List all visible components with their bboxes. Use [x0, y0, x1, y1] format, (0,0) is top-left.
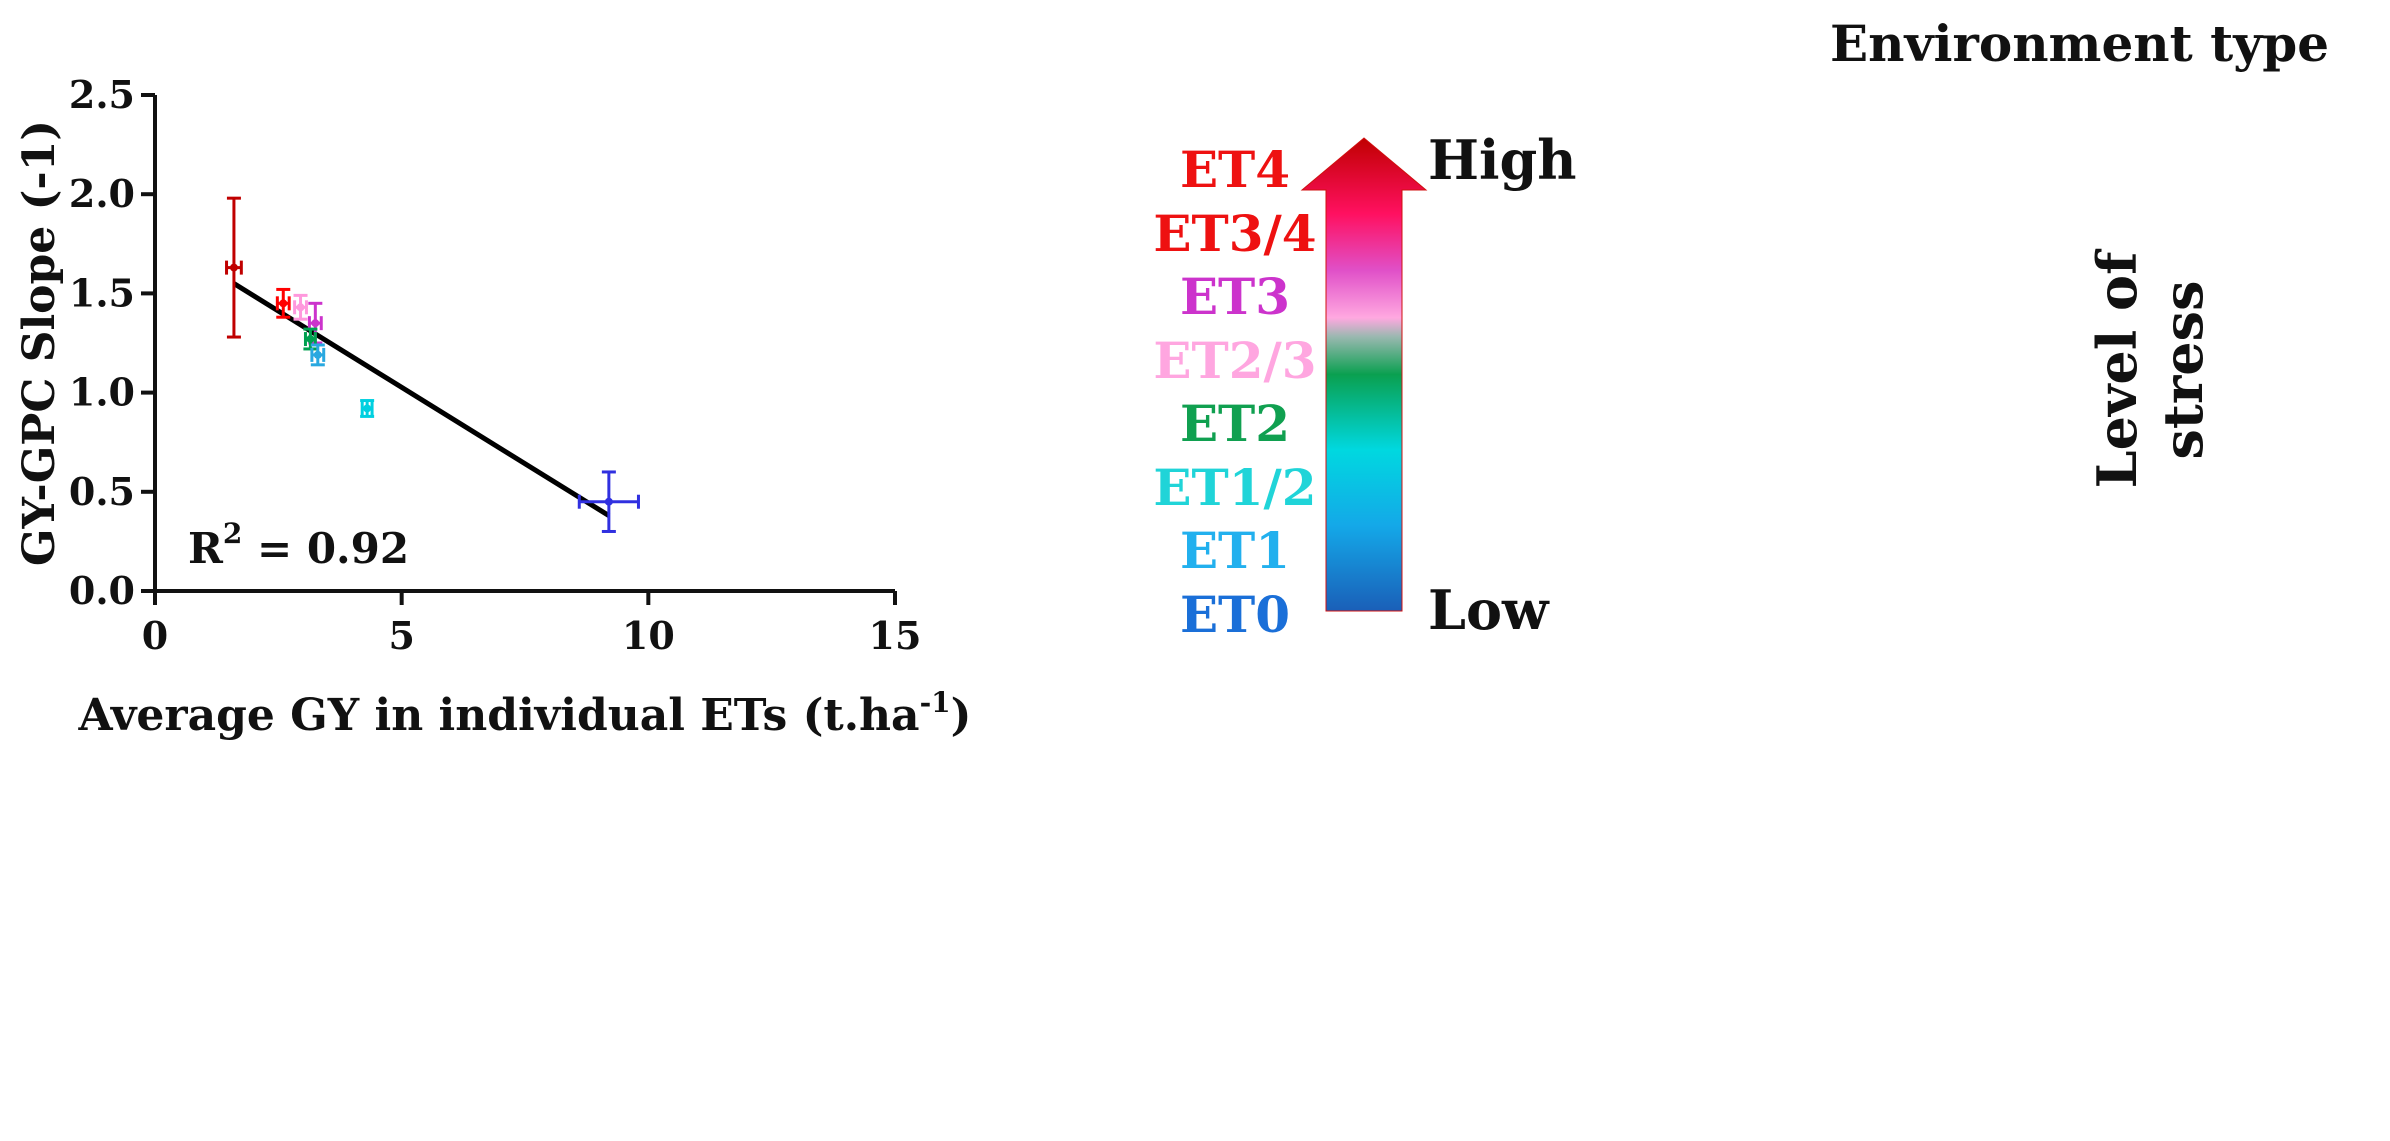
stress-low-label: Low [1428, 578, 1549, 642]
data-point [293, 293, 308, 321]
et-label: ET1 [1179, 521, 1291, 580]
axis-ticks: 0 5 10 15 0.0 0.5 1.0 1.5 2.0 2.5 [69, 72, 922, 658]
data-point [310, 343, 326, 367]
et-label: ET2/3 [1153, 330, 1317, 390]
et-label: ET3/4 [1153, 203, 1317, 263]
data-point [577, 470, 640, 533]
x-axis-label: Average GY in individual ETs (t.ha-1) [77, 686, 971, 741]
et-label: ET4 [1179, 140, 1291, 199]
data-points [225, 196, 640, 533]
data-point [360, 399, 375, 418]
x-tick-label: 5 [388, 613, 414, 658]
et-label: ET0 [1179, 584, 1291, 644]
y-tick-label: 2.5 [69, 72, 135, 117]
x-tick-label: 10 [622, 613, 675, 658]
stress-label-line2: stress [2151, 280, 2215, 460]
stress-label-line1: Level of [2085, 251, 2149, 489]
stress-gradient-arrow [1300, 137, 1428, 612]
et-label: ET3 [1179, 267, 1291, 326]
y-axis-label: GY-GPC Slope (-1) [14, 120, 65, 566]
y-tick-label: 0.5 [69, 469, 135, 514]
stress-high-label: High [1428, 128, 1577, 192]
et-label: ET1/2 [1153, 457, 1317, 517]
point-marker [363, 404, 372, 413]
point-marker [229, 263, 238, 272]
y-tick-label: 1.0 [69, 370, 135, 415]
point-marker [604, 497, 613, 506]
x-tick-label: 15 [869, 613, 922, 658]
y-tick-label: 0.0 [69, 568, 135, 613]
point-marker [296, 303, 305, 312]
regression-line [232, 281, 611, 518]
point-marker [311, 319, 320, 328]
legend-title: Environment type [1830, 14, 2330, 73]
y-tick-label: 1.5 [69, 270, 135, 315]
fit-line-group [232, 281, 611, 518]
data-point [275, 287, 291, 319]
y-tick-label: 2.0 [69, 171, 135, 216]
point-marker [279, 299, 288, 308]
data-point [225, 196, 243, 339]
x-tick-label: 0 [142, 613, 168, 658]
point-marker [306, 335, 315, 344]
point-marker [313, 350, 322, 359]
et-label: ET2 [1179, 394, 1291, 453]
r-squared-annotation: R2 = 0.92 [188, 517, 409, 573]
